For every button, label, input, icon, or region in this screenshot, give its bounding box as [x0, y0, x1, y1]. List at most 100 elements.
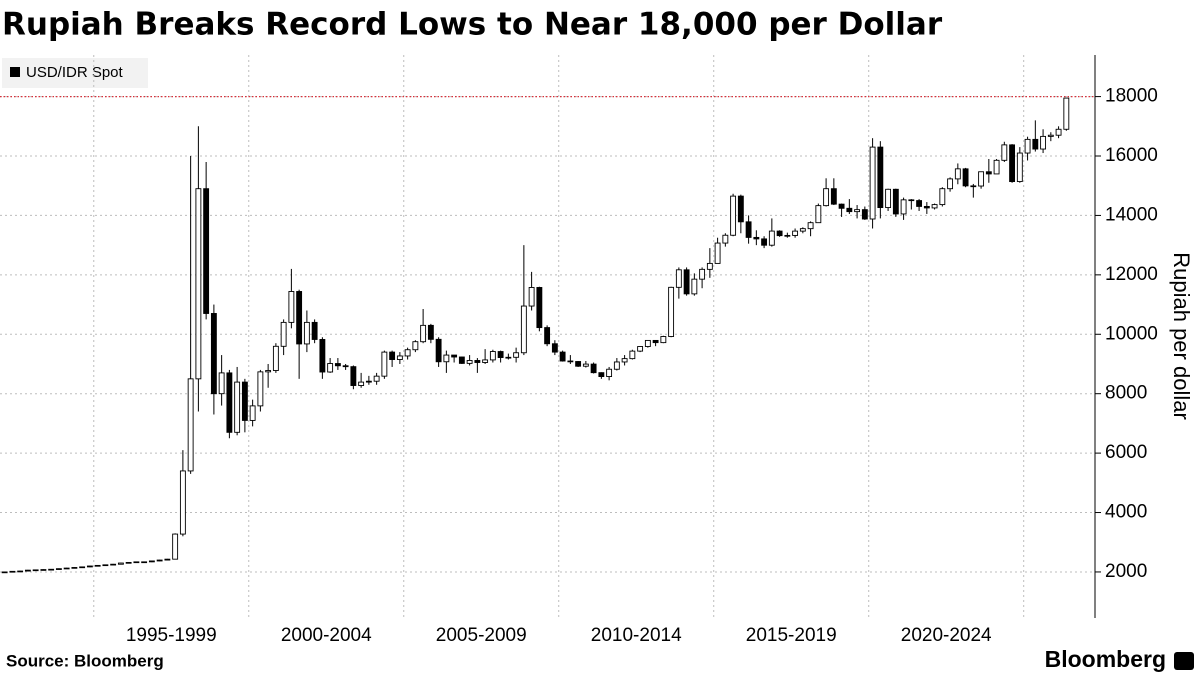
candle-body [861, 209, 868, 220]
candle-body [978, 171, 985, 187]
candle-body [280, 321, 287, 347]
candle-body [489, 351, 496, 361]
candle-body [466, 360, 473, 364]
y-tick-label: 10000 [1105, 323, 1158, 344]
candle-body [389, 351, 396, 360]
candle-body [482, 359, 489, 363]
candle-body [381, 351, 388, 377]
candle-body [528, 287, 535, 307]
candle-body [9, 570, 16, 573]
candle-body [334, 363, 341, 367]
candle-body [427, 324, 434, 340]
candle-body [761, 238, 768, 246]
candle-body [551, 343, 558, 353]
candle-body [458, 356, 465, 364]
candle-body [373, 375, 380, 382]
candle-body [923, 205, 930, 209]
candle-body [699, 268, 706, 280]
candle-body [652, 339, 659, 344]
candle-body [404, 349, 411, 357]
candle-body [86, 565, 93, 568]
candle-body [1047, 134, 1054, 137]
candle-body [520, 305, 527, 354]
candle-body [265, 370, 272, 373]
candle-body [613, 361, 620, 370]
candle-body [900, 199, 907, 215]
x-tick-label: 2005-2009 [436, 625, 527, 646]
legend-box [2, 58, 148, 88]
candle-body [1055, 128, 1062, 136]
candle-body [621, 358, 628, 363]
candle-body [63, 567, 70, 570]
candle-body [877, 146, 884, 209]
candle-body [396, 355, 403, 360]
candle-body [94, 564, 101, 567]
candle-body [32, 569, 39, 572]
candle-body [730, 195, 737, 236]
candle-body [799, 228, 806, 232]
candle-body [257, 371, 264, 407]
candle-body [203, 188, 210, 314]
candle-body [249, 405, 256, 421]
x-tick-label: 1995-1999 [126, 625, 217, 646]
candle-body [187, 378, 194, 472]
candle-body [776, 230, 783, 237]
candle-body [172, 533, 179, 560]
x-tick-label: 2015-2019 [746, 625, 837, 646]
candle-body [830, 188, 837, 205]
candle-body [1, 571, 8, 574]
candle-body [412, 341, 419, 351]
candle-body [17, 570, 24, 573]
legend-swatch [10, 67, 20, 77]
candle-body [823, 188, 830, 207]
candle-body [110, 563, 117, 566]
candle-body [272, 345, 279, 371]
x-tick-label: 2010-2014 [591, 625, 682, 646]
candle-body [513, 352, 520, 358]
candle-body [908, 199, 915, 202]
candle-body [303, 321, 310, 345]
candle-body [218, 372, 225, 395]
candle-body [916, 200, 923, 207]
candle-body [737, 195, 744, 223]
candle-body [505, 356, 512, 359]
candle-body [311, 321, 318, 340]
candle-body [125, 561, 132, 564]
candle-body [234, 381, 241, 433]
y-tick-label: 8000 [1105, 383, 1147, 404]
candle-body [668, 286, 675, 337]
candle-body [892, 188, 899, 215]
candle-body [133, 561, 140, 564]
candle-body [40, 569, 47, 571]
candle-body [768, 230, 775, 246]
x-tick-label: 2000-2004 [281, 625, 372, 646]
y-tick-label: 18000 [1105, 86, 1158, 107]
candle-body [544, 327, 551, 345]
candle-body [148, 560, 155, 563]
candle-body [179, 470, 186, 535]
candle-body [241, 381, 248, 421]
candle-body [24, 569, 31, 572]
candle-body [962, 168, 969, 187]
candle-body [342, 365, 349, 368]
candle-body [102, 564, 109, 567]
candle-body [226, 372, 233, 433]
candle-body [141, 561, 148, 564]
brand-logo: Bloomberg [1045, 646, 1166, 672]
candle-body [1063, 97, 1070, 130]
y-tick-label: 2000 [1105, 561, 1147, 582]
candle-body [598, 372, 605, 377]
candle-body [722, 234, 729, 244]
candle-body [55, 568, 62, 570]
candle-body [71, 567, 78, 569]
candle-body [683, 269, 690, 295]
y-tick-label: 4000 [1105, 502, 1147, 523]
candle-body [350, 366, 357, 386]
candle-body [660, 336, 667, 344]
candle-body [885, 188, 892, 209]
candle-body [993, 159, 1000, 175]
x-tick-label: 2020-2024 [901, 625, 992, 646]
y-tick-label: 6000 [1105, 442, 1147, 463]
candle-body [1016, 152, 1023, 183]
